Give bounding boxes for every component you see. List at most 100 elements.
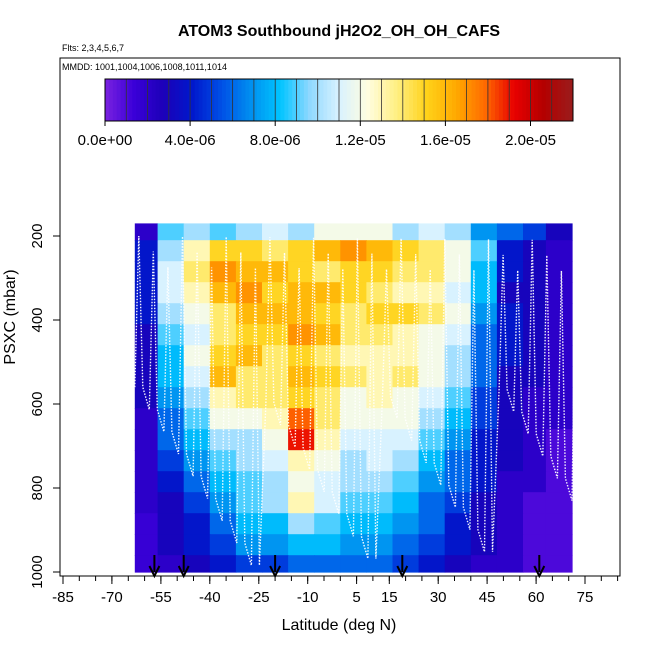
- profile-marker-arrow: [533, 555, 546, 579]
- colorbar-segment: [132, 79, 137, 121]
- colorbar-segment: [218, 79, 223, 121]
- heatmap-cell: [209, 240, 237, 262]
- y-tick-label: 1000: [29, 555, 46, 588]
- heatmap-cell: [470, 471, 498, 493]
- heatmap-cell: [470, 282, 498, 304]
- colorbar-segment: [335, 79, 340, 121]
- heatmap-cell: [444, 261, 472, 283]
- heatmap-cell: [262, 387, 289, 409]
- colorbar-segment: [381, 79, 387, 121]
- heatmap-cell: [545, 450, 573, 472]
- heatmap-cell: [183, 534, 211, 556]
- heatmap-cell: [545, 492, 573, 514]
- heatmap-cell: [314, 471, 341, 493]
- heatmap-cell: [314, 555, 341, 573]
- heatmap-cell: [392, 223, 420, 241]
- colorbar-segment: [565, 79, 570, 121]
- heatmap-cell: [134, 366, 159, 388]
- colorbar-segment: [444, 79, 449, 121]
- heatmap-cell: [496, 223, 524, 241]
- colorbar-segment: [342, 79, 348, 121]
- heatmap-cell: [496, 555, 524, 573]
- heatmap-cell: [288, 387, 315, 409]
- colorbar-segment: [268, 79, 274, 121]
- heatmap-cell: [235, 534, 263, 556]
- heatmap-cell: [470, 261, 498, 283]
- colorbar-segment: [487, 79, 492, 121]
- heatmap-cell: [134, 513, 159, 535]
- heatmap-cell: [392, 471, 420, 493]
- heatmap-cell: [418, 324, 446, 346]
- colorbar-segment: [389, 79, 395, 121]
- heatmap-cell: [470, 345, 498, 367]
- heatmap-cell: [496, 534, 524, 556]
- colorbar-segment: [362, 79, 367, 121]
- colorbar-segment: [370, 79, 375, 121]
- colorbar-segment: [241, 79, 246, 121]
- colorbar-segment: [120, 79, 125, 121]
- colorbar-segment: [105, 79, 110, 121]
- heatmap-cell: [523, 471, 547, 493]
- colorbar-segment: [237, 79, 242, 121]
- heatmap-cell: [418, 534, 446, 556]
- heatmap-cell: [418, 223, 446, 241]
- heatmap-cell: [134, 450, 159, 472]
- heatmap-cell: [134, 408, 159, 430]
- colorbar-segment: [249, 79, 254, 121]
- heatmap-cell: [157, 513, 185, 535]
- heatmap-cell: [392, 324, 420, 346]
- heatmap-cell: [134, 345, 159, 367]
- colorbar-segment: [225, 79, 231, 121]
- colorbar-segment: [190, 79, 196, 121]
- heatmap-cell: [288, 282, 315, 304]
- x-tick-label: 60: [528, 589, 545, 606]
- heatmap-cell: [444, 450, 472, 472]
- heatmap-cell: [392, 345, 420, 367]
- x-tick-label: 30: [430, 589, 447, 606]
- heatmap-cell: [288, 408, 315, 430]
- colorbar-segment: [452, 79, 457, 121]
- heatmap-cell: [470, 387, 498, 409]
- x-tick-label: 5: [352, 589, 360, 606]
- colorbar-segment: [108, 79, 114, 121]
- colorbar-segment: [346, 79, 352, 121]
- heatmap-cell: [340, 282, 367, 304]
- colorbar-segment: [288, 79, 293, 121]
- heatmap-cell: [496, 324, 524, 346]
- heatmap-cell: [392, 492, 420, 514]
- y-tick-label: 200: [29, 223, 46, 248]
- heatmap-cell: [235, 387, 263, 409]
- profile-marker-arrow: [148, 555, 161, 579]
- x-tick-label: -85: [52, 589, 74, 606]
- heatmap-cell: [288, 450, 315, 472]
- heatmap-cell: [134, 324, 159, 346]
- heatmap-cell: [340, 240, 367, 262]
- dates-label: MMDD: 1001,1004,1006,1008,1011,1014: [62, 62, 227, 72]
- y-axis: 200 400 600 800 1000: [29, 223, 60, 589]
- heatmap-cell: [340, 324, 367, 346]
- colorbar-segment: [526, 79, 531, 121]
- colorbar-segment: [479, 79, 484, 121]
- heatmap-cell: [470, 366, 498, 388]
- heatmap-cell: [545, 471, 573, 493]
- heatmap-cell: [340, 387, 367, 409]
- heatmap-cell: [392, 366, 420, 388]
- heatmap-cell: [366, 555, 394, 573]
- colorbar-segment: [569, 79, 574, 121]
- colorbar-segment: [331, 79, 336, 121]
- heatmap-cell: [183, 408, 211, 430]
- heatmap-cell: [444, 429, 472, 451]
- heatmap-cell: [157, 345, 185, 367]
- colorbar-segment: [350, 79, 356, 121]
- heatmap-cell: [392, 261, 420, 283]
- heatmap-cell: [235, 408, 263, 430]
- colorbar-segment: [140, 79, 145, 121]
- heatmap-cell: [418, 408, 446, 430]
- heatmap-cell: [392, 534, 420, 556]
- colorbar-segment: [198, 79, 203, 121]
- x-axis-label: Latitude (deg N): [282, 617, 397, 634]
- flight-track-path: [134, 235, 581, 566]
- heatmap-cell: [235, 513, 263, 535]
- heatmap-cell: [523, 387, 547, 409]
- x-tick-label: -70: [101, 589, 123, 606]
